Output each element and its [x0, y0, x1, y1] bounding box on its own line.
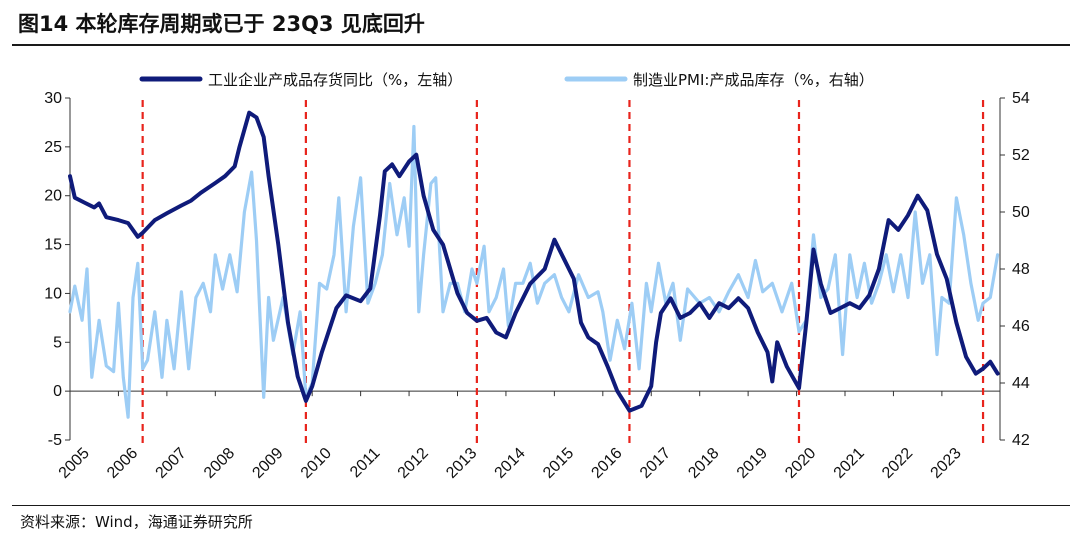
chart: -5 0 5 10 15 20 25 30 42 44 46 48 50 52 54 2005 2006 2007…	[44, 71, 1030, 482]
left-tick-label: 10	[44, 285, 62, 302]
x-tick-label: 2008	[201, 445, 238, 482]
series-line-inventory-yoy	[68, 110, 1000, 413]
series-line-pmi-inventory	[68, 124, 1000, 419]
axes-layer: -5 0 5 10 15 20 25 30 42 44 46 48 50 52 54 2005 2006 2007…	[44, 90, 1030, 482]
x-tick-label: 2020	[782, 445, 819, 482]
legend-label-left: 工业企业产成品存货同比（%，左轴）	[208, 71, 462, 89]
x-tick-label: 2005	[56, 445, 93, 482]
left-tick-label: 15	[44, 237, 62, 254]
right-tick-label: 48	[1012, 261, 1030, 278]
x-tick-label: 2013	[443, 445, 480, 482]
title-divider	[12, 44, 1070, 46]
x-tick-label: 2012	[395, 445, 432, 482]
right-tick-label: 54	[1012, 90, 1030, 107]
x-tick-label: 2006	[104, 445, 141, 482]
x-tick-label: 2019	[734, 445, 771, 482]
legend-label-right: 制造业PMI:产成品库存（%，右轴）	[633, 71, 874, 89]
right-tick-label: 52	[1012, 147, 1030, 164]
left-tick-label: 25	[44, 139, 62, 156]
series-layer	[68, 110, 1000, 419]
x-tick-label: 2017	[637, 445, 674, 482]
x-tick-label: 2009	[249, 445, 286, 482]
left-tick-label: 0	[53, 383, 62, 400]
left-tick-label: 30	[44, 90, 62, 107]
x-tick-label: 2018	[685, 445, 722, 482]
footer-divider	[12, 505, 1070, 506]
right-tick-label: 42	[1012, 432, 1030, 449]
legend: 工业企业产成品存货同比（%，左轴） 制造业PMI:产成品库存（%，右轴）	[139, 71, 874, 89]
chart-title: 图14 本轮库存周期或已于 23Q3 见底回升	[18, 12, 425, 36]
cycle-markers-layer	[141, 100, 985, 446]
x-tick-label: 2023	[928, 445, 965, 482]
x-tick-label: 2014	[492, 445, 529, 482]
right-tick-label: 50	[1012, 204, 1030, 221]
x-tick-label: 2015	[540, 445, 577, 482]
x-tick-label: 2016	[588, 445, 625, 482]
x-tick-label: 2010	[298, 445, 335, 482]
x-tick-label: 2011	[347, 445, 383, 481]
right-tick-label: 44	[1012, 375, 1030, 392]
left-tick-label: 5	[53, 334, 62, 351]
source-note: 资料来源：Wind，海通证券研究所	[20, 513, 253, 531]
x-tick-label: 2007	[153, 445, 190, 482]
left-tick-label: 20	[44, 188, 62, 205]
x-tick-label: 2021	[831, 445, 868, 482]
left-tick-label: -5	[48, 432, 62, 449]
x-tick-label: 2022	[879, 445, 916, 482]
right-tick-label: 46	[1012, 318, 1030, 335]
